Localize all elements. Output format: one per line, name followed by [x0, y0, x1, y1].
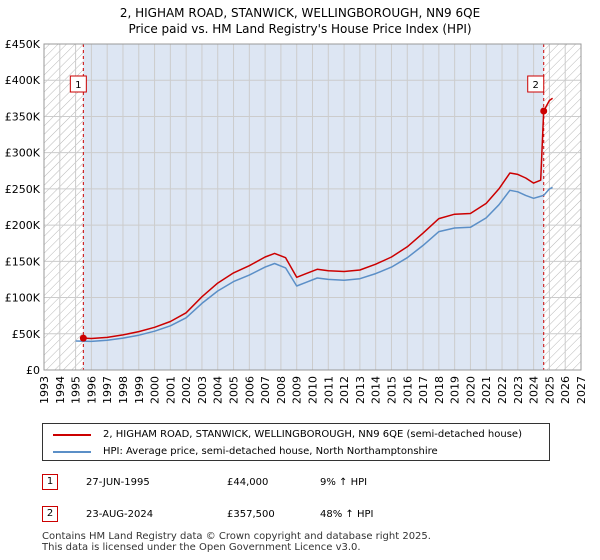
x-tick-label: 2022 [496, 376, 509, 404]
transaction-price: £357,500 [227, 509, 275, 520]
x-tick-label: 2015 [385, 376, 398, 404]
chart-title: 2, HIGHAM ROAD, STANWICK, WELLINGBOROUGH… [120, 6, 480, 20]
transaction-hpi-change: 48% ↑ HPI [320, 509, 374, 520]
footer-attribution: Contains HM Land Registry data © Crown c… [42, 531, 431, 553]
x-tick-label: 2010 [307, 376, 320, 404]
x-tick-label: 2012 [338, 376, 351, 404]
hatched-region [543, 44, 581, 370]
x-tick-label: 2014 [370, 376, 383, 404]
y-tick-label: £300K [5, 147, 41, 160]
transaction-date: 27-JUN-1995 [86, 477, 150, 488]
x-tick-label: 2003 [196, 376, 209, 404]
x-tick-label: 2006 [243, 376, 256, 404]
chart-subtitle: Price paid vs. HM Land Registry's House … [128, 22, 471, 36]
x-tick-label: 1996 [85, 376, 98, 404]
y-tick-label: £100K [5, 292, 41, 305]
y-tick-label: £400K [5, 74, 41, 87]
hpi-line-swatch [53, 451, 91, 453]
transaction-price: £44,000 [227, 477, 269, 488]
transaction-lines [82, 44, 545, 370]
x-tick-label: 2024 [528, 376, 541, 404]
x-tick-label: 2023 [512, 376, 525, 404]
x-tick-label: 2002 [180, 376, 193, 404]
legend-property-label: 2, HIGHAM ROAD, STANWICK, WELLINGBOROUGH… [103, 429, 522, 440]
sale-point [79, 334, 87, 342]
x-tick-label: 2005 [228, 376, 241, 404]
x-tick-label: 1995 [70, 376, 83, 404]
x-tick-label: 2000 [149, 376, 162, 404]
axes: £0 £50K £100K £150K £200K £250K £300K £350K £400… [5, 38, 588, 404]
y-tick-label: £350K [5, 110, 41, 123]
x-tick-label: 2017 [417, 376, 430, 404]
sale-point [540, 107, 548, 115]
x-tick-label: 2013 [354, 376, 367, 404]
shaded-ownership-region [83, 44, 544, 370]
y-tick-label: £200K [5, 219, 41, 232]
x-tick-label: 2026 [559, 376, 572, 404]
x-tick-label: 2009 [291, 376, 304, 404]
x-tick-label: 2018 [433, 376, 446, 404]
x-tick-label: 2004 [212, 376, 225, 404]
transaction-number: 2 [42, 506, 58, 522]
x-tick-label: 2019 [449, 376, 462, 404]
x-tick-label: 2027 [575, 376, 588, 404]
x-tick-label: 2011 [322, 376, 335, 404]
marker-label: 1 [75, 80, 81, 91]
property-line-swatch [53, 434, 91, 436]
x-tick-label: 2008 [275, 376, 288, 404]
transaction-hpi-change: 9% ↑ HPI [320, 477, 368, 488]
x-tick-label: 2025 [543, 376, 556, 404]
x-tick-label: 2016 [401, 376, 414, 404]
y-tick-label: £250K [5, 183, 41, 196]
legend-item-property: 2, HIGHAM ROAD, STANWICK, WELLINGBOROUGH… [53, 427, 522, 443]
legend: 2, HIGHAM ROAD, STANWICK, WELLINGBOROUGH… [42, 423, 550, 461]
transaction-date: 23-AUG-2024 [86, 509, 154, 520]
property-price-line [83, 97, 554, 340]
x-tick-label: 1999 [133, 376, 146, 404]
x-tick-label: 1993 [38, 376, 51, 404]
hpi-line [75, 186, 553, 343]
series-lines [75, 97, 554, 343]
marker-label-box [69, 75, 87, 93]
x-tick-label: 2001 [164, 376, 177, 404]
marker-label: 2 [533, 80, 539, 91]
x-tick-label: 2007 [259, 376, 272, 404]
y-tick-label: £450K [5, 38, 41, 51]
y-tick-label: £0 [26, 364, 40, 377]
transaction-number: 1 [42, 474, 58, 490]
y-tick-label: £150K [5, 255, 41, 268]
legend-item-hpi: HPI: Average price, semi-detached house,… [53, 444, 438, 460]
price-chart: 2, HIGHAM ROAD, STANWICK, WELLINGBOROUGH… [5, 6, 588, 404]
plot-frame [43, 43, 582, 371]
x-tick-label: 1994 [54, 376, 67, 404]
y-tick-label: £50K [12, 328, 41, 341]
legend-hpi-label: HPI: Average price, semi-detached house,… [103, 446, 438, 457]
marker-label-box [527, 75, 545, 93]
x-tick-label: 1998 [117, 376, 130, 404]
x-tick-label: 2020 [464, 376, 477, 404]
hatched-region [44, 44, 84, 370]
x-tick-label: 2021 [480, 376, 493, 404]
x-tick-label: 1997 [101, 376, 114, 404]
